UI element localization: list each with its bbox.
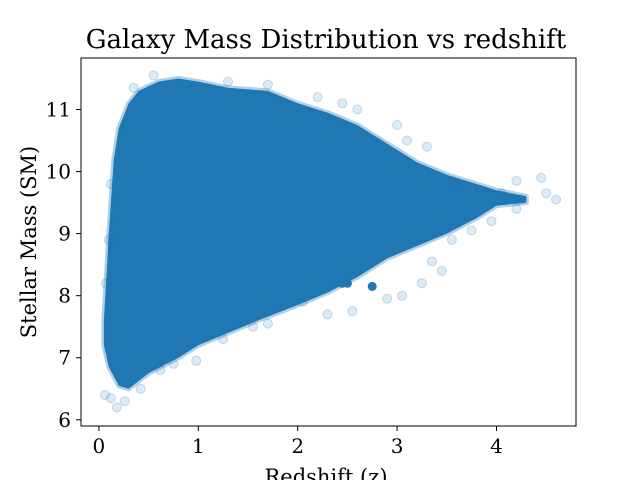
scatter-point bbox=[155, 365, 166, 376]
scatter-point bbox=[496, 188, 507, 199]
scatter-point bbox=[392, 120, 403, 130]
scatter-point bbox=[128, 82, 139, 93]
scatter-point bbox=[541, 188, 552, 199]
y-tick-label: 9 bbox=[58, 222, 71, 246]
chart-title: Galaxy Mass Distribution vs redshift bbox=[86, 25, 567, 55]
scatter-points bbox=[99, 70, 562, 413]
y-tick-label: 8 bbox=[58, 284, 71, 308]
scatter-point bbox=[516, 194, 527, 205]
scatter-point bbox=[100, 278, 111, 289]
scatter-point bbox=[168, 358, 179, 369]
scatter-point bbox=[347, 306, 358, 317]
scatter-point-cluster bbox=[342, 278, 352, 288]
scatter-point bbox=[416, 278, 427, 289]
scatter-point bbox=[451, 182, 462, 193]
scatter-point bbox=[262, 318, 273, 329]
plot-area-frame bbox=[80, 57, 577, 427]
x-tick-label: 1 bbox=[192, 434, 205, 458]
y-tick-label: 6 bbox=[58, 408, 71, 432]
scatter-point bbox=[262, 79, 273, 90]
x-axis: 0 1 2 3 4 bbox=[93, 426, 503, 458]
y-tick-label: 11 bbox=[46, 98, 71, 122]
scatter-point bbox=[312, 92, 323, 103]
scatter-point bbox=[352, 104, 363, 115]
scatter-point bbox=[551, 194, 562, 205]
scatter-point bbox=[511, 203, 522, 214]
scatter-point bbox=[426, 256, 437, 267]
x-tick-label: 4 bbox=[490, 434, 503, 458]
scatter-point bbox=[248, 321, 258, 332]
scatter-point bbox=[105, 393, 116, 404]
scatter-point bbox=[103, 234, 114, 245]
scatter-point bbox=[191, 355, 202, 366]
scatter-point bbox=[436, 265, 447, 276]
scatter-point bbox=[322, 309, 333, 320]
scatter-point bbox=[99, 390, 110, 400]
scatter-point bbox=[382, 293, 393, 304]
scatter-point bbox=[223, 76, 234, 87]
x-tick-label: 0 bbox=[93, 434, 106, 458]
scatter-point bbox=[135, 383, 146, 394]
scatter-point bbox=[119, 396, 130, 407]
x-axis-label: Redshift (z) bbox=[264, 465, 387, 480]
scatter-point-cloud bbox=[101, 76, 529, 392]
scatter-point bbox=[536, 172, 547, 183]
y-axis-label: Stellar Mass (SM) bbox=[17, 146, 41, 338]
y-tick-label: 7 bbox=[58, 346, 71, 370]
scatter-point bbox=[421, 141, 432, 152]
scatter-point bbox=[511, 175, 522, 186]
scatter-point bbox=[446, 234, 457, 245]
scatter-point bbox=[466, 225, 477, 236]
y-tick-label: 10 bbox=[46, 160, 71, 184]
x-tick-label: 3 bbox=[391, 434, 404, 458]
scatter-point bbox=[105, 179, 116, 189]
scatter-point bbox=[397, 290, 408, 301]
scatter-point bbox=[486, 216, 497, 227]
scatter-point bbox=[218, 334, 229, 345]
scatter-point-cluster bbox=[367, 281, 377, 291]
scatter-point bbox=[337, 98, 348, 109]
scatter-point bbox=[297, 296, 308, 307]
scatter-point bbox=[111, 402, 122, 413]
y-axis: 6 7 8 9 10 11 bbox=[46, 98, 81, 432]
scatter-point bbox=[148, 70, 159, 81]
x-tick-label: 2 bbox=[291, 434, 304, 458]
scatter-point bbox=[402, 135, 412, 146]
